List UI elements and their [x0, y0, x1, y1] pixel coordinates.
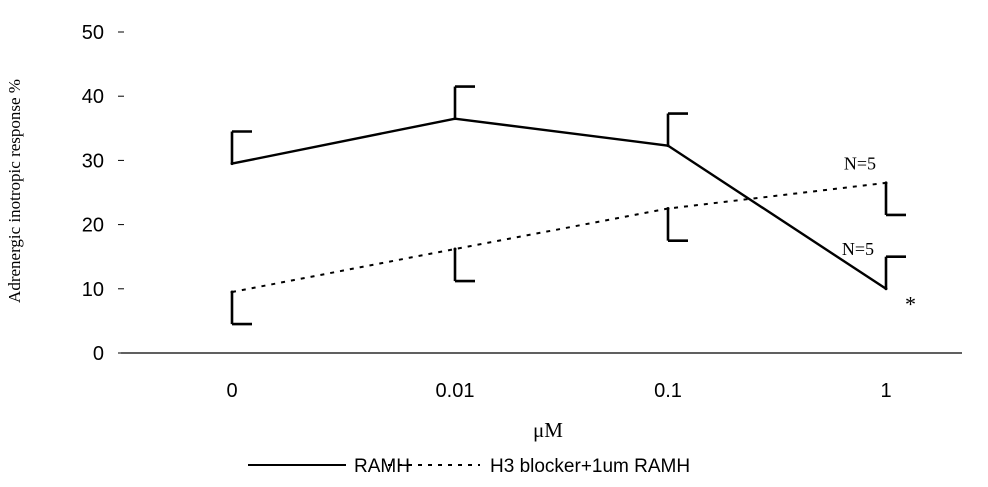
- series-2: [230, 181, 906, 326]
- series-1: [230, 85, 906, 291]
- legend-item-2: H3 blocker+1um RAMH: [388, 456, 690, 477]
- y-tick-label: 40: [82, 86, 104, 108]
- y-tick-label: 20: [82, 215, 104, 237]
- legend-item-1: RAMH: [248, 456, 410, 477]
- series-group: [230, 85, 906, 326]
- legend: RAMH H3 blocker+1um RAMH: [248, 456, 690, 477]
- sample-size-annotation: N=5: [844, 154, 876, 174]
- axes: [118, 31, 962, 354]
- y-tick-label: 50: [82, 22, 104, 44]
- x-tick-label: 0.1: [654, 380, 682, 402]
- y-tick-label: 0: [93, 343, 104, 365]
- x-tick-label: 1: [880, 380, 891, 402]
- legend-label: RAMH: [354, 456, 410, 477]
- tick-labels: 0 10 20 30 40 50 0 0.01 0.1 1: [82, 22, 892, 402]
- x-tick-label: 0.01: [436, 380, 475, 402]
- y-tick-label: 30: [82, 150, 104, 172]
- x-tick-label: 0: [226, 380, 237, 402]
- sample-size-annotation: N=5: [842, 239, 874, 259]
- significance-marker: *: [905, 292, 916, 317]
- series-line: [231, 117, 887, 290]
- y-axis-label: Adrenergic inotropic response %: [5, 79, 24, 303]
- annotations: N=5 N=5 *: [842, 154, 916, 317]
- series-line: [231, 181, 887, 293]
- x-axis-label: μM: [533, 418, 563, 442]
- legend-label: H3 blocker+1um RAMH: [490, 456, 690, 477]
- y-tick-label: 10: [82, 279, 104, 301]
